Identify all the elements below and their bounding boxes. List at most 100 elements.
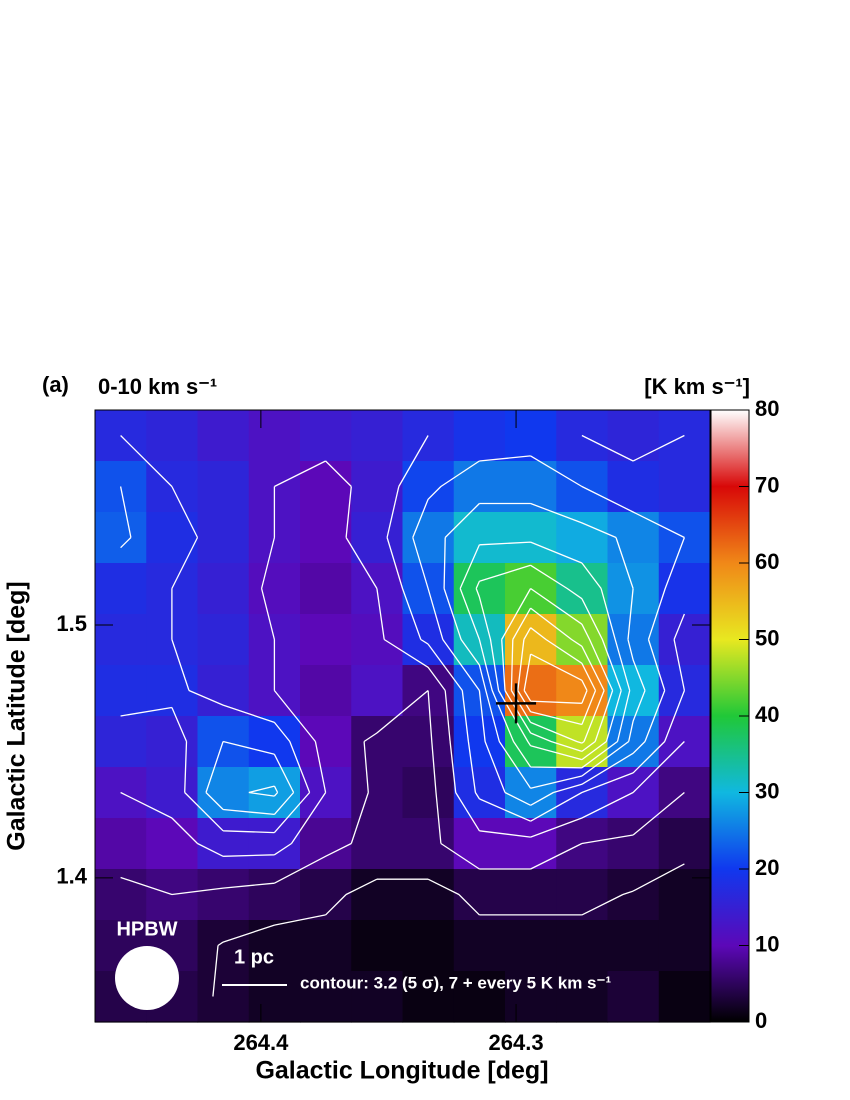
heat-cell bbox=[658, 869, 711, 921]
colorbar-tick-label: 10 bbox=[755, 931, 779, 956]
heat-cell bbox=[453, 818, 506, 870]
heat-cell bbox=[248, 716, 301, 768]
heat-cell bbox=[300, 563, 352, 615]
heat-cell bbox=[658, 920, 711, 972]
heat-cell bbox=[351, 665, 404, 717]
heat-cell bbox=[248, 971, 301, 1023]
heat-cell bbox=[248, 818, 301, 870]
heat-cell bbox=[556, 512, 609, 564]
heat-cell bbox=[505, 614, 557, 666]
heat-cell bbox=[300, 665, 352, 717]
heat-cell bbox=[505, 767, 557, 819]
heat-cell bbox=[351, 920, 404, 972]
heat-cell bbox=[197, 563, 250, 615]
heat-cell bbox=[505, 716, 557, 768]
heat-cell bbox=[248, 920, 301, 972]
heat-cell bbox=[402, 971, 455, 1023]
heat-cell bbox=[607, 971, 660, 1023]
heat-cell bbox=[556, 563, 609, 615]
y-tick-label: 1.5 bbox=[56, 611, 87, 636]
heat-cell bbox=[197, 512, 250, 564]
heat-cell bbox=[351, 869, 404, 921]
heat-cell bbox=[505, 461, 557, 513]
heat-cell bbox=[453, 410, 506, 462]
heat-cell bbox=[658, 614, 711, 666]
x-axis-label: Galactic Longitude [deg] bbox=[255, 1057, 548, 1085]
colorbar-tick-label: 0 bbox=[755, 1008, 767, 1033]
contour-note: contour: 3.2 (5 σ), 7 + every 5 K km s⁻¹ bbox=[300, 973, 611, 992]
heat-cell bbox=[556, 869, 609, 921]
heat-cell bbox=[607, 461, 660, 513]
heat-cell bbox=[197, 665, 250, 717]
colorbar-tick-label: 20 bbox=[755, 855, 779, 880]
contour-line bbox=[517, 627, 597, 726]
x-tick-label: 264.3 bbox=[489, 1030, 544, 1055]
heat-cell bbox=[197, 614, 250, 666]
heat-cell bbox=[300, 614, 352, 666]
colorbar-tick-label: 40 bbox=[755, 702, 779, 727]
heat-cell bbox=[505, 410, 557, 462]
heat-cell bbox=[95, 614, 147, 666]
panel-label: (a) bbox=[42, 372, 69, 397]
heat-cell bbox=[402, 512, 455, 564]
heatmap bbox=[95, 410, 711, 1023]
heat-cell bbox=[351, 818, 404, 870]
heat-cell bbox=[505, 869, 557, 921]
heat-cell bbox=[146, 818, 199, 870]
heat-cell bbox=[351, 410, 404, 462]
heat-cell bbox=[351, 716, 404, 768]
heat-cell bbox=[248, 869, 301, 921]
x-tick-label: 264.4 bbox=[233, 1030, 289, 1055]
heat-cell bbox=[95, 818, 147, 870]
heat-cell bbox=[351, 767, 404, 819]
heat-cell bbox=[453, 563, 506, 615]
heat-cell bbox=[95, 563, 147, 615]
contour-line bbox=[120, 689, 685, 896]
heat-cell bbox=[607, 614, 660, 666]
heat-cell bbox=[300, 716, 352, 768]
heat-cell bbox=[197, 869, 250, 921]
heat-cell bbox=[300, 971, 352, 1023]
heat-cell bbox=[197, 971, 250, 1023]
heat-cell bbox=[197, 410, 250, 462]
colorbar-tick-label: 80 bbox=[755, 396, 779, 421]
heat-cell bbox=[300, 512, 352, 564]
heat-cell bbox=[300, 410, 352, 462]
heat-cell bbox=[607, 920, 660, 972]
heat-cell bbox=[95, 512, 147, 564]
heat-cell bbox=[453, 971, 506, 1023]
heat-cell bbox=[402, 920, 455, 972]
heat-cell bbox=[453, 461, 506, 513]
heat-cell bbox=[300, 461, 352, 513]
heat-cell bbox=[248, 410, 301, 462]
scale-label: 1 pc bbox=[234, 946, 274, 968]
heat-cell bbox=[453, 512, 506, 564]
colorbar-tick-label: 60 bbox=[755, 549, 779, 574]
heat-cell bbox=[658, 410, 711, 462]
heat-cell bbox=[658, 767, 711, 819]
heat-cell bbox=[453, 920, 506, 972]
heat-cell bbox=[248, 767, 301, 819]
overlay: HPBW 1 pc contour: 3.2 (5 σ), 7 + every … bbox=[115, 918, 611, 1010]
heat-cell bbox=[658, 461, 711, 513]
heat-cell bbox=[351, 461, 404, 513]
heat-cell bbox=[505, 512, 557, 564]
heat-cell bbox=[658, 563, 711, 615]
contour-line bbox=[119, 455, 686, 816]
heat-cell bbox=[197, 920, 250, 972]
heat-cell bbox=[505, 971, 557, 1023]
y-axis-label: Galactic Latitude [deg] bbox=[3, 581, 31, 850]
heat-cell bbox=[402, 614, 455, 666]
heat-cell bbox=[351, 614, 404, 666]
heat-cell bbox=[658, 818, 711, 870]
heat-cell bbox=[95, 716, 147, 768]
contour-line bbox=[475, 564, 622, 761]
contour-line bbox=[248, 502, 646, 797]
heat-cell bbox=[95, 869, 147, 921]
beam-circle bbox=[115, 946, 179, 1010]
contour-line bbox=[120, 434, 686, 834]
heat-cell bbox=[453, 767, 506, 819]
heat-cell bbox=[402, 716, 455, 768]
heat-cell bbox=[607, 818, 660, 870]
